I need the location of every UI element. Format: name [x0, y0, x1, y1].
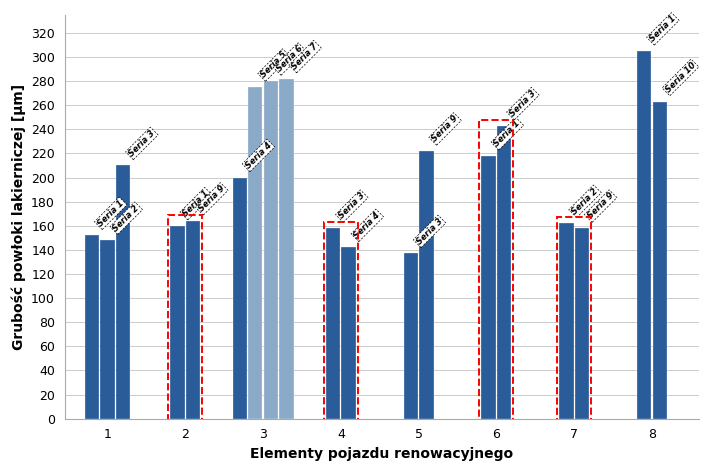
Bar — [326, 228, 340, 419]
Bar — [557, 217, 591, 422]
Bar — [248, 87, 262, 419]
Bar — [116, 166, 130, 419]
Bar — [497, 126, 511, 419]
Text: Seria 2: Seria 2 — [111, 203, 141, 233]
Text: Seria 5: Seria 5 — [260, 50, 289, 80]
Text: Seria 4: Seria 4 — [352, 211, 382, 240]
Y-axis label: Grubość powłoki lakierniczej [μm]: Grubość powłoki lakierniczej [μm] — [11, 84, 26, 350]
X-axis label: Elementy pojazdu renowacyjnego: Elementy pojazdu renowacyjnego — [250, 447, 513, 461]
Text: Seria 9: Seria 9 — [430, 114, 460, 144]
Bar — [186, 221, 200, 419]
Text: Seria 1: Seria 1 — [648, 14, 677, 44]
Text: Seria 1: Seria 1 — [181, 189, 211, 219]
Bar — [232, 177, 247, 419]
Text: Seria 9: Seria 9 — [197, 184, 227, 214]
Text: Seria 2: Seria 2 — [570, 186, 600, 216]
Text: Seria 3: Seria 3 — [127, 128, 157, 158]
Text: Seria 6: Seria 6 — [275, 44, 304, 74]
Text: Seria 9: Seria 9 — [586, 191, 615, 221]
Text: Seria 4: Seria 4 — [244, 141, 273, 170]
Bar — [324, 222, 358, 422]
Bar — [101, 240, 115, 419]
Bar — [342, 247, 356, 419]
Text: Seria 3: Seria 3 — [337, 191, 366, 221]
Bar — [264, 81, 278, 419]
Bar — [85, 236, 99, 419]
Text: Seria 10: Seria 10 — [664, 60, 697, 94]
Text: Seria 7: Seria 7 — [290, 42, 320, 71]
Bar — [481, 156, 496, 419]
Bar — [559, 223, 573, 419]
Text: Seria 3: Seria 3 — [415, 217, 444, 246]
Bar — [404, 253, 418, 419]
Bar — [279, 79, 294, 419]
Bar — [419, 151, 434, 419]
Text: Seria 3: Seria 3 — [508, 89, 538, 118]
Bar — [575, 228, 589, 419]
Bar — [652, 101, 667, 419]
Text: Seria 1: Seria 1 — [96, 198, 125, 228]
Bar — [637, 51, 651, 419]
Text: Seria 1: Seria 1 — [493, 119, 522, 149]
Bar — [168, 215, 202, 422]
Bar — [170, 226, 185, 419]
Bar — [479, 119, 513, 422]
